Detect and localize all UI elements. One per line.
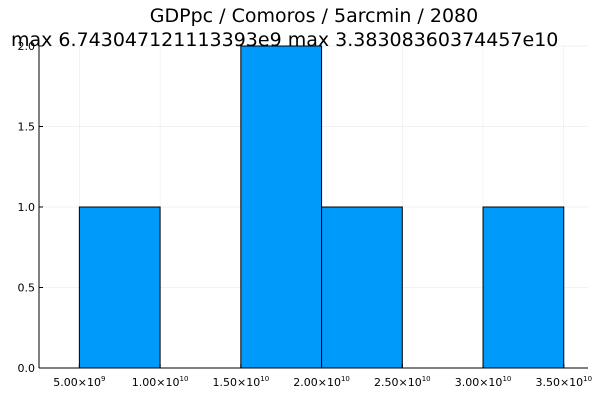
y-tick-label: 2.0	[18, 40, 36, 53]
y-tick-labels: 0.0 0.5 1.0 1.5 2.0	[18, 40, 43, 375]
x-tick-label: 1.00×1010	[132, 375, 189, 389]
x-tick-label: 3.50×1010	[535, 375, 592, 389]
histogram-bar	[78, 206, 161, 369]
histogram-bar	[482, 206, 565, 369]
chart-title: GDPpc / Comoros / 5arcmin / 2080	[150, 5, 478, 27]
y-tick-label: 0.5	[18, 282, 36, 295]
y-tick-label: 0.0	[18, 362, 36, 375]
x-tick-label: 2.00×1010	[293, 375, 350, 389]
y-tick-label: 1.5	[18, 121, 36, 134]
histogram-bar	[240, 45, 323, 369]
x-tick-label: 2.50×1010	[374, 375, 431, 389]
x-tick-label: 3.00×1010	[455, 375, 512, 389]
histogram-bars	[78, 45, 565, 369]
x-tick-label: 1.50×1010	[213, 375, 270, 389]
histogram-bar	[321, 206, 403, 369]
x-tick-label: 5.00×109	[53, 375, 105, 389]
x-tick-labels: 5.00×109 1.00×1010 1.50×1010 2.00×1010 2.50×…	[53, 364, 592, 389]
chart-subtitle: max 6.743047121113393e9 max 3.3830836037…	[11, 29, 558, 51]
y-tick-label: 1.0	[18, 201, 36, 214]
